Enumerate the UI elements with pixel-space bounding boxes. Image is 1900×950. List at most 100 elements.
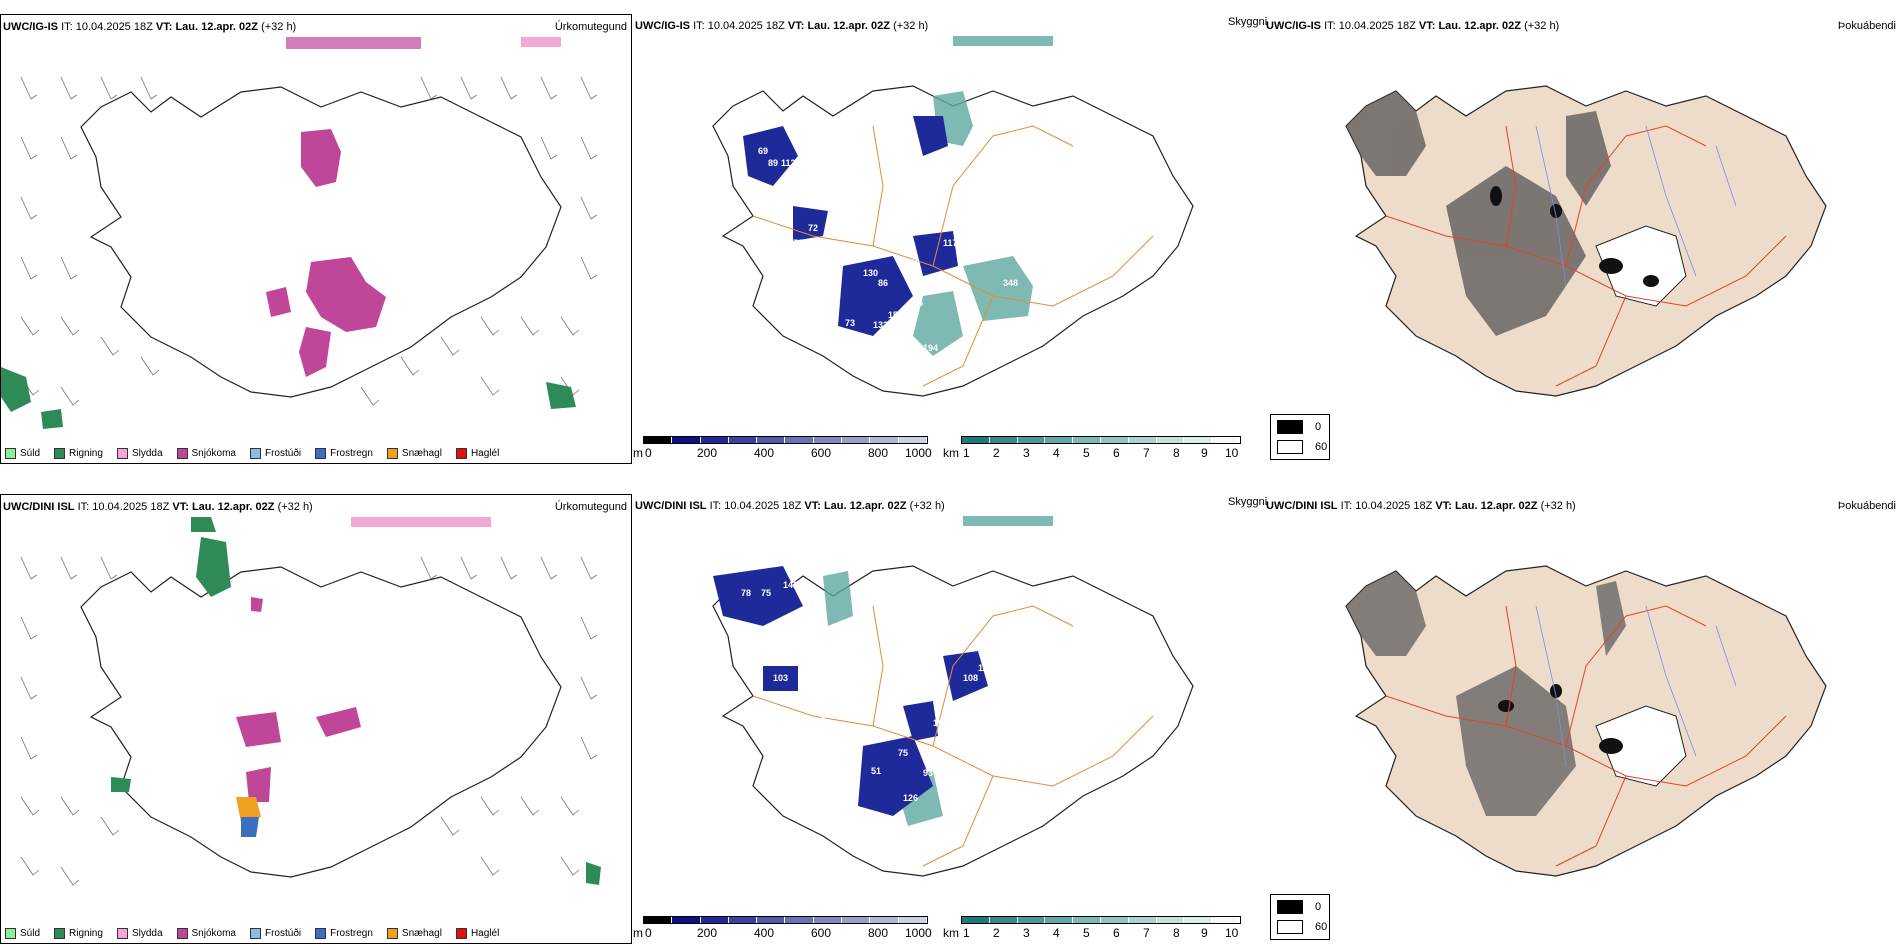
rivers	[1535, 125, 1737, 287]
svg-text:103: 103	[773, 673, 788, 683]
fog-legend-black	[1277, 900, 1303, 914]
precip-legend-top: Súld Rigning Slydda Snjókoma Frostúði Fr…	[5, 448, 499, 459]
panel-title-bottom-right: UWC/DINI ISL IT: 10.04.2025 18Z VT: Lau.…	[1266, 500, 1576, 512]
rain-areas	[1, 367, 576, 429]
road-network-bottom	[752, 605, 1154, 867]
svg-text:75: 75	[761, 588, 771, 598]
svg-text:78: 78	[793, 238, 803, 248]
precip-type-title-bottom: Úrkomutegund	[554, 501, 627, 513]
svg-text:86: 86	[878, 278, 888, 288]
fog-legend-top: 0 60	[1270, 414, 1330, 460]
legend-item-rigning: Rigning	[54, 448, 103, 459]
svg-text:105: 105	[821, 710, 836, 720]
precip-type-panel-bottom: UWC/DINI ISL IT: 10.04.2025 18Z VT: Lau.…	[0, 494, 632, 944]
legend-item-haglel: Haglél	[455, 448, 499, 459]
svg-text:90: 90	[858, 820, 868, 830]
visibility-bar	[961, 436, 1241, 444]
svg-text:348: 348	[1003, 278, 1018, 288]
visibility-colorbar-bottom: km 1 2 3 4 5 6 7 8 9 10	[943, 916, 1243, 944]
legend-item-frostudi: Frostúði	[249, 448, 301, 459]
cloud-base-values: 69 89 112 92 96 72 78 497 102 125 86 150…	[758, 146, 1018, 353]
svg-text:150: 150	[908, 273, 923, 283]
snow-areas	[266, 129, 386, 377]
fog-road-network	[1385, 125, 1787, 387]
legend-item-frostregn: Frostregn	[315, 928, 373, 939]
fog-index-panel-bottom: UWC/DINI ISL IT: 10.04.2025 18Z VT: Lau.…	[1266, 494, 1900, 944]
svg-text:100: 100	[933, 718, 948, 728]
cloudbase-visibility-panel-bottom: UWC/DINI ISL IT: 10.04.2025 18Z VT: Lau.…	[633, 494, 1268, 944]
wind-barbs	[20, 76, 598, 406]
road-network	[752, 125, 1154, 387]
panel-title-top-right: UWC/IG-IS IT: 10.04.2025 18Z VT: Lau. 12…	[1266, 20, 1560, 32]
fog-black-spots	[1490, 186, 1659, 287]
svg-text:92: 92	[773, 188, 783, 198]
low-visibility-areas	[913, 36, 1053, 356]
fog-index-panel-top: UWC/IG-IS IT: 10.04.2025 18Z VT: Lau. 12…	[1266, 14, 1900, 464]
svg-text:135: 135	[908, 298, 923, 308]
legend-item-snaehagl: Snæhagl	[386, 928, 442, 939]
svg-text:141: 141	[783, 580, 798, 590]
svg-text:133: 133	[873, 320, 888, 330]
fog-legend-white	[1277, 920, 1303, 934]
svg-text:161: 161	[828, 848, 843, 858]
svg-text:497: 497	[928, 153, 943, 163]
legend-item-slydda: Slydda	[116, 928, 163, 939]
svg-text:112: 112	[781, 158, 796, 168]
visibility-bar-bottom	[961, 916, 1241, 924]
legend-item-snjokoma: Snjókoma	[176, 928, 236, 939]
fog-black-spots-bottom	[1498, 684, 1623, 754]
rain-areas-bottom	[111, 517, 601, 885]
svg-text:108: 108	[963, 673, 978, 683]
cloudbase-colorbar-bottom: m 0 200 400 600 800 1000	[633, 916, 933, 944]
fog-map-top	[1345, 85, 1827, 397]
svg-text:69: 69	[758, 146, 768, 156]
cloudbase-map-bottom: 78 75 141 103 105 27 48 51 90 79 161 89 …	[703, 516, 1194, 877]
wind-barbs-bottom	[20, 556, 598, 886]
legend-item-frostregn: Frostregn	[315, 448, 373, 459]
svg-text:117: 117	[943, 238, 958, 248]
iceland-outline	[80, 86, 562, 398]
snow-areas-bottom	[236, 597, 361, 802]
legend-item-frostudi: Frostúði	[249, 928, 301, 939]
visibility-colorbar-top: km 1 2 3 4 5 6 7 8 9 10	[943, 436, 1243, 464]
cloudbase-unit: m	[633, 446, 643, 460]
cloudbase-map-top: 69 89 112 92 96 72 78 497 102 125 86 150…	[712, 36, 1194, 397]
svg-text:96: 96	[788, 183, 798, 193]
svg-text:72: 72	[808, 223, 818, 233]
cloud-base-values-bottom: 78 75 141 103 105 27 48 51 90 79 161 89 …	[703, 580, 993, 858]
visibility-title: Skyggni	[1228, 16, 1268, 28]
svg-text:93: 93	[923, 768, 933, 778]
legend-item-rigning: Rigning	[54, 928, 103, 939]
svg-text:36: 36	[903, 243, 913, 253]
precip-type-title: Úrkomutegund	[554, 21, 627, 33]
svg-text:89: 89	[768, 158, 778, 168]
svg-text:194: 194	[923, 343, 938, 353]
fog-index-title: Þokuábendi	[1837, 20, 1896, 32]
fog-legend-black	[1277, 420, 1303, 434]
svg-text:112: 112	[978, 663, 993, 673]
fog-map-bottom	[1345, 565, 1827, 877]
cloudbase-bar-bottom	[643, 916, 928, 924]
precip-legend-bottom: Súld Rigning Slydda Snjókoma Frostúði Fr…	[5, 928, 499, 939]
precip-type-panel-top: UWC/IG-IS IT: 10.04.2025 18Z VT: Lau. 12…	[0, 14, 632, 464]
svg-text:73: 73	[845, 318, 855, 328]
svg-text:125: 125	[978, 206, 993, 216]
legend-item-snaehagl: Snæhagl	[386, 448, 442, 459]
svg-text:27: 27	[803, 724, 813, 734]
precip-type-map-top	[1, 37, 598, 429]
low-cloud-areas-bottom	[713, 566, 988, 816]
rivers-bottom	[1535, 605, 1737, 767]
svg-text:79: 79	[843, 834, 853, 844]
svg-text:48: 48	[703, 718, 713, 728]
legend-item-snjokoma: Snjókoma	[176, 448, 236, 459]
svg-text:130: 130	[863, 268, 878, 278]
low-visibility-areas-bottom	[823, 516, 1053, 826]
cloudbase-colorbar-top: m 0 200 400 600 800 1000	[633, 436, 933, 464]
svg-text:78: 78	[741, 588, 751, 598]
visibility-title-bottom: Skyggni	[1228, 496, 1268, 508]
legend-item-slydda: Slydda	[116, 448, 163, 459]
svg-text:102: 102	[928, 178, 943, 188]
precip-type-map-bottom	[20, 517, 601, 886]
svg-text:75: 75	[898, 748, 908, 758]
cloudbase-visibility-panel-top: UWC/IG-IS IT: 10.04.2025 18Z VT: Lau. 12…	[633, 14, 1268, 464]
